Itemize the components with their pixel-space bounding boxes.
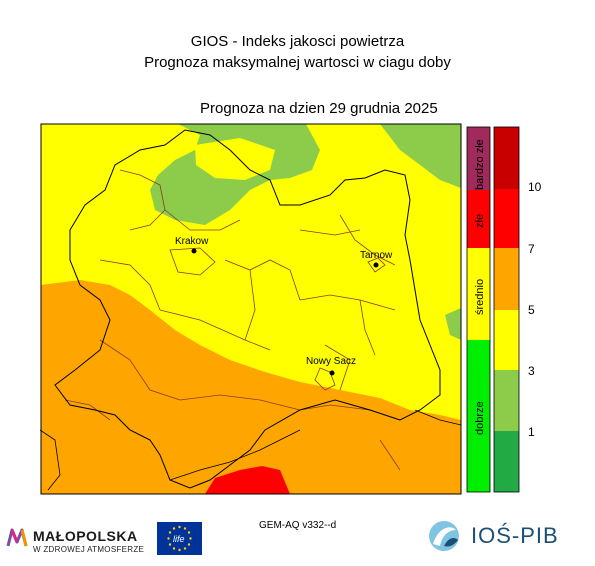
malopolska-name: MAŁOPOLSKA (33, 528, 138, 544)
scale-segment-2 (494, 189, 519, 248)
city-label: Krakow (175, 236, 209, 247)
scale-tick-label: 5 (528, 303, 535, 317)
scale-segment-5 (494, 370, 519, 431)
map-panel: Krakow Tarnow Nowy Sacz (39, 123, 462, 495)
category-bad (467, 190, 490, 248)
eu-stars (167, 525, 192, 552)
category-very-bad (467, 127, 490, 190)
malopolska-mark-accent (10, 529, 19, 543)
scale-tick-label: 3 (528, 364, 535, 378)
ios-logo-drop (444, 538, 458, 547)
map-zone-green-northeast (380, 124, 461, 188)
malopolska-mark-accent2 (20, 529, 28, 547)
category-good (467, 340, 490, 492)
category-label-moderate: średnio (474, 279, 486, 315)
malopolska-tagline: W ZDROWEJ ATMOSFERZE (33, 545, 145, 554)
city-label: Tarnow (360, 250, 393, 261)
map-zone-red-south (205, 466, 290, 494)
malopolska-logo (6, 528, 28, 547)
city-tarnow: Tarnow (360, 250, 393, 268)
city-label: Nowy Sacz (306, 356, 356, 367)
map-subtitle: Prognoza maksymalnej wartosci w ciagu do… (144, 54, 451, 71)
category-label-bad: złe (474, 214, 486, 228)
city-marker (191, 248, 197, 254)
scale-tick-label: 10 (528, 180, 542, 194)
city-krakow: Krakow (175, 236, 209, 254)
scale-segment-3 (494, 248, 519, 310)
map-title: GIOS - Indeks jakosci powietrza (190, 33, 405, 50)
map-frame (40, 123, 462, 495)
city-marker (329, 370, 335, 376)
ios-pib-name: IOŚ-PIB (471, 523, 559, 548)
scale-segment-4 (494, 310, 519, 370)
category-label-very-bad: bardzo złe (474, 139, 486, 190)
category-legend: bardzo złe złe średnio dobrze (466, 126, 491, 493)
map-zone-green-east (445, 308, 461, 340)
color-scale (493, 126, 520, 493)
eastern-border (414, 409, 462, 426)
category-label-good: dobrze (474, 401, 486, 435)
western-border (39, 429, 61, 491)
southern-border (169, 429, 301, 481)
scale-tick-label: 1 (528, 425, 535, 439)
forecast-date: Prognoza na dzien 29 grudnia 2025 (200, 100, 438, 117)
county-borders (64, 169, 401, 471)
eu-life-label: life (173, 534, 185, 544)
map-zone-orange-south (41, 280, 461, 494)
model-version: GEM-AQ v332--d (259, 520, 337, 531)
scale-frame (493, 126, 520, 493)
city-marker (373, 262, 379, 268)
scale-tick-label: 7 (528, 242, 535, 256)
map-zone-yellow-hole (195, 138, 275, 180)
city-nowy-sacz: Nowy Sacz (306, 356, 356, 376)
scale-segment-6 (494, 431, 519, 492)
region-border (54, 129, 441, 489)
scale-segment-1 (494, 127, 519, 189)
eu-flag: life (157, 522, 202, 555)
category-moderate (467, 248, 490, 340)
ios-logo-wave (433, 527, 456, 546)
category-frame (466, 126, 491, 493)
ios-logo (429, 521, 459, 551)
